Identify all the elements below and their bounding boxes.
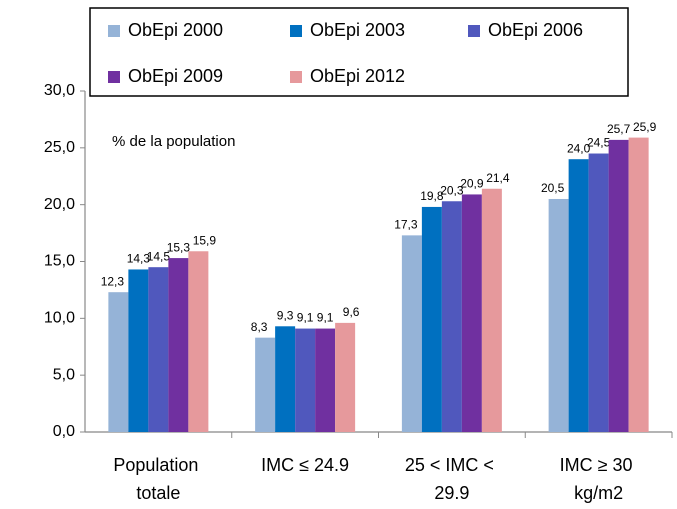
value-label: 14,5 bbox=[147, 249, 171, 263]
legend-swatch bbox=[468, 25, 480, 37]
value-label: 20,9 bbox=[460, 177, 484, 191]
y-tick-label: 10,0 bbox=[44, 310, 75, 327]
legend-swatch bbox=[290, 71, 302, 83]
bar bbox=[188, 251, 209, 432]
bar bbox=[255, 337, 276, 432]
annotation: % de la population bbox=[112, 133, 235, 150]
value-label: 24,5 bbox=[587, 136, 611, 150]
value-label: 19,8 bbox=[420, 189, 444, 203]
bar bbox=[441, 201, 462, 432]
x-tick-label: 25 < IMC < 29.9 bbox=[405, 455, 499, 503]
legend-swatch bbox=[108, 71, 120, 83]
bar bbox=[168, 258, 189, 432]
legend-swatch bbox=[108, 25, 120, 37]
bar bbox=[128, 269, 149, 432]
x-tick-label: IMC ≥ 30 kg/m2 bbox=[560, 455, 638, 503]
value-label: 12,3 bbox=[101, 274, 125, 288]
value-label: 24,0 bbox=[567, 141, 591, 155]
value-label: 9,1 bbox=[317, 311, 334, 325]
y-tick-label: 25,0 bbox=[44, 139, 75, 156]
y-tick-label: 5,0 bbox=[53, 366, 75, 383]
value-label: 9,1 bbox=[297, 311, 314, 325]
bar bbox=[481, 188, 502, 432]
value-label: 20,5 bbox=[541, 181, 565, 195]
legend-swatch bbox=[290, 25, 302, 37]
bar bbox=[108, 292, 129, 432]
x-tick-label: Population totale bbox=[113, 455, 203, 503]
value-label: 25,9 bbox=[633, 120, 657, 134]
bar bbox=[588, 153, 609, 432]
bar bbox=[275, 326, 296, 432]
value-label: 9,3 bbox=[277, 308, 294, 322]
bar bbox=[315, 328, 336, 432]
y-tick-label: 0,0 bbox=[53, 423, 75, 440]
bar bbox=[335, 322, 356, 432]
bar bbox=[295, 328, 316, 432]
value-label: 21,4 bbox=[486, 171, 510, 185]
value-label: 8,3 bbox=[251, 320, 268, 334]
bar bbox=[628, 137, 649, 432]
bar bbox=[548, 198, 569, 432]
legend-box bbox=[89, 7, 629, 97]
bar bbox=[401, 235, 422, 432]
legend-label: ObEpi 2009 bbox=[128, 66, 223, 86]
bar bbox=[568, 159, 589, 432]
y-tick-label: 20,0 bbox=[44, 196, 75, 213]
legend-label: ObEpi 2003 bbox=[310, 20, 405, 40]
value-label: 14,3 bbox=[127, 252, 151, 266]
value-label: 9,6 bbox=[343, 305, 360, 319]
value-label: 15,3 bbox=[167, 240, 191, 254]
bar bbox=[148, 267, 169, 432]
bar bbox=[421, 206, 442, 432]
value-label: 20,3 bbox=[440, 183, 464, 197]
value-label: 17,3 bbox=[394, 218, 418, 232]
bar bbox=[608, 139, 629, 433]
x-tick-label: IMC ≤ 24.9 bbox=[261, 455, 349, 475]
y-tick-label: 15,0 bbox=[44, 253, 75, 270]
value-label: 25,7 bbox=[607, 122, 631, 136]
bar bbox=[461, 194, 482, 432]
legend-label: ObEpi 2000 bbox=[128, 20, 223, 40]
value-label: 15,9 bbox=[193, 233, 217, 247]
legend-label: ObEpi 2006 bbox=[488, 20, 583, 40]
legend-label: ObEpi 2012 bbox=[310, 66, 405, 86]
y-tick-label: 30,0 bbox=[44, 82, 75, 99]
